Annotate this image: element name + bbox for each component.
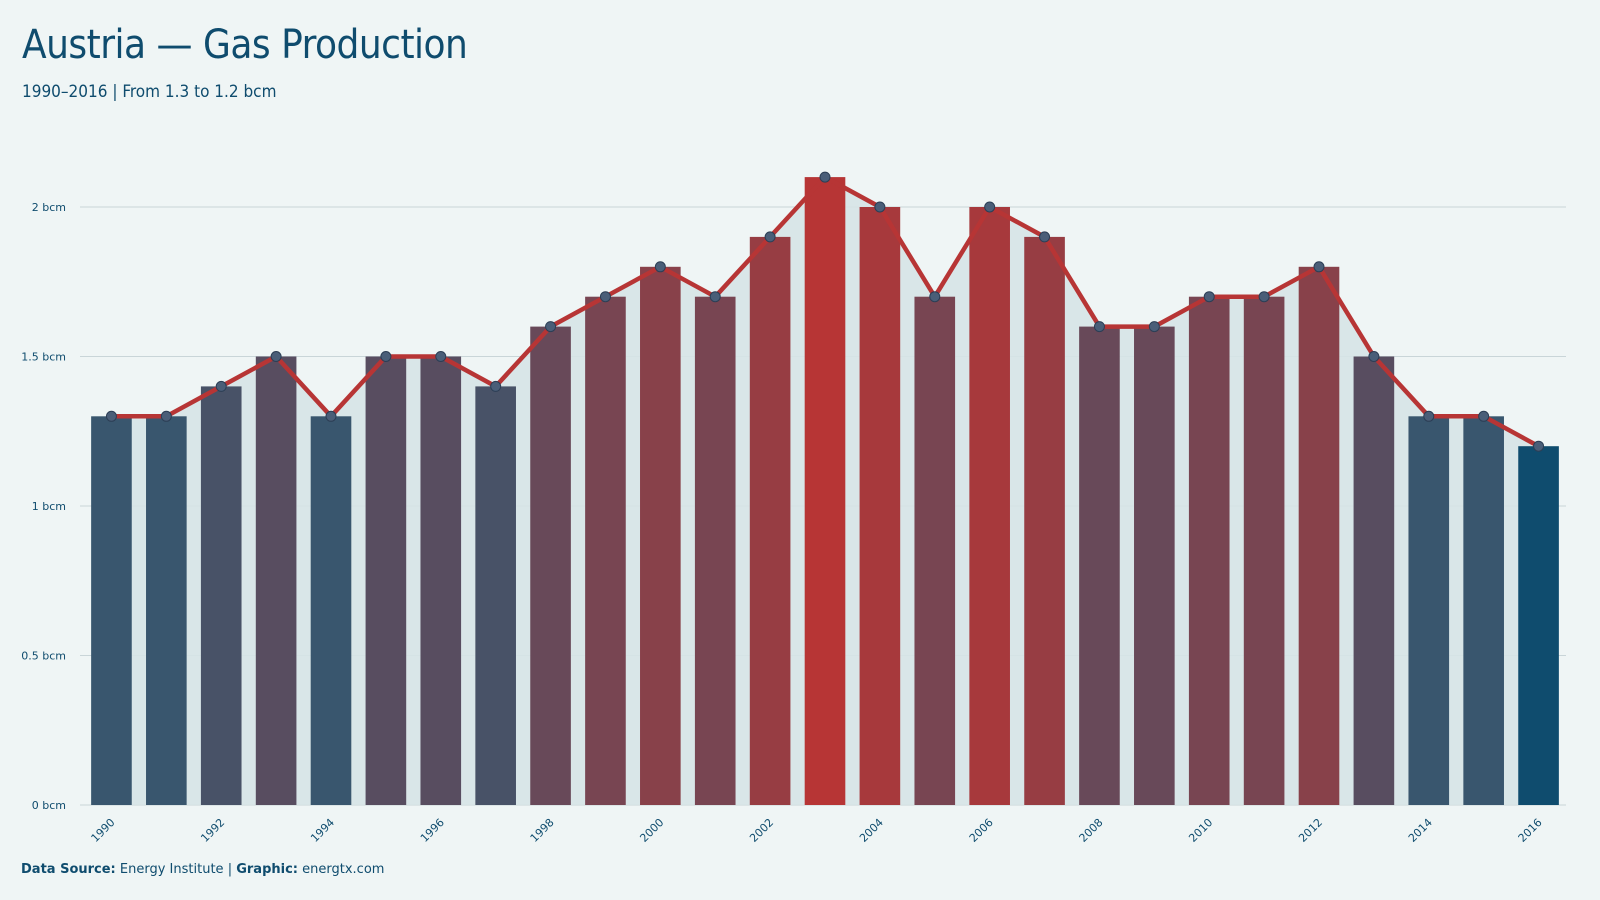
bar-2006 <box>969 207 1010 805</box>
y-tick-label: 0 bcm <box>32 799 66 812</box>
footer: Data Source: Energy Institute | Graphic:… <box>21 862 384 877</box>
bar-2009 <box>1134 326 1175 805</box>
point-2006 <box>984 201 996 213</box>
bar-2008 <box>1079 326 1120 805</box>
point-2001 <box>709 291 721 303</box>
bar-1999 <box>585 296 626 805</box>
y-tick-label: 1 bcm <box>32 500 66 513</box>
point-2007 <box>1039 231 1051 243</box>
bar-2011 <box>1243 296 1285 805</box>
point-2000 <box>654 261 666 273</box>
bar-1994 <box>310 416 352 805</box>
bar-2013 <box>1353 356 1395 805</box>
point-1996 <box>435 351 447 362</box>
point-2014 <box>1423 410 1435 422</box>
point-1990 <box>105 410 117 422</box>
bar-1997 <box>475 386 516 805</box>
footer-separator: | <box>227 862 233 877</box>
graphic-label: Graphic: <box>236 862 298 877</box>
point-1994 <box>325 410 337 422</box>
x-tick-label: 2000 <box>637 816 666 845</box>
point-1991 <box>160 410 172 422</box>
bar-2016 <box>1518 446 1559 805</box>
source-value: Energy Institute <box>119 862 224 877</box>
x-tick-label: 1996 <box>418 816 447 845</box>
x-tick-label: 2012 <box>1296 816 1325 845</box>
y-tick-label: 0.5 bcm <box>21 650 66 663</box>
x-tick-label: 1992 <box>198 816 227 845</box>
bar-2005 <box>914 296 956 805</box>
chart-title: Austria — Gas Production <box>22 22 468 68</box>
bar-2014 <box>1408 416 1450 805</box>
x-tick-label: 2006 <box>967 816 996 845</box>
graphic-value: energtx.com <box>302 862 385 877</box>
bar-2010 <box>1188 296 1230 805</box>
bar-1991 <box>146 416 187 805</box>
x-tick-label: 2008 <box>1077 816 1106 845</box>
source-label: Data Source: <box>21 862 116 877</box>
bar-2004 <box>859 207 901 805</box>
x-tick-label: 1994 <box>308 816 337 845</box>
x-tick-label: 1990 <box>89 816 118 845</box>
bar-1990 <box>91 416 132 805</box>
point-2003 <box>819 171 831 183</box>
y-tick-label: 2 bcm <box>32 201 66 214</box>
bar-2007 <box>1024 236 1065 805</box>
bar-2012 <box>1298 266 1340 805</box>
bar-2001 <box>694 296 736 805</box>
point-2016 <box>1533 440 1545 452</box>
point-2008 <box>1093 321 1105 333</box>
x-tick-label: 2004 <box>857 816 886 845</box>
x-tick-label: 2002 <box>747 816 776 845</box>
point-2015 <box>1478 410 1490 422</box>
x-tick-label: 2010 <box>1186 816 1215 845</box>
point-2011 <box>1258 291 1270 303</box>
x-tick-label: 2014 <box>1406 816 1435 845</box>
point-1998 <box>545 321 557 333</box>
point-1993 <box>270 351 282 362</box>
point-1992 <box>215 380 227 392</box>
bar-2003 <box>804 177 846 806</box>
bar-1993 <box>255 356 297 805</box>
point-2002 <box>764 231 776 243</box>
bar-1992 <box>200 386 242 805</box>
chart-subtitle: 1990–2016 | From 1.3 to 1.2 bcm <box>22 82 277 102</box>
bar-2000 <box>640 266 681 805</box>
x-tick-label: 2016 <box>1516 816 1545 845</box>
gas-production-chart: 0 bcm 0.5 bcm 1 bcm 1.5 bcm 2 bcm 1990 1992 199… <box>21 171 1566 845</box>
bar-2015 <box>1463 416 1504 805</box>
point-2010 <box>1203 291 1215 303</box>
bar-2002 <box>749 236 791 805</box>
point-1995 <box>380 351 392 362</box>
point-2005 <box>929 291 941 303</box>
point-2009 <box>1148 321 1160 333</box>
point-1997 <box>490 380 502 392</box>
x-tick-label: 1998 <box>528 816 557 845</box>
point-2012 <box>1313 261 1325 273</box>
bar-1996 <box>420 356 462 805</box>
point-2013 <box>1368 351 1380 362</box>
y-tick-label: 1.5 bcm <box>21 351 66 364</box>
point-2004 <box>874 201 886 213</box>
bar-1995 <box>365 356 407 805</box>
bar-1998 <box>530 326 571 805</box>
point-1999 <box>599 291 611 303</box>
